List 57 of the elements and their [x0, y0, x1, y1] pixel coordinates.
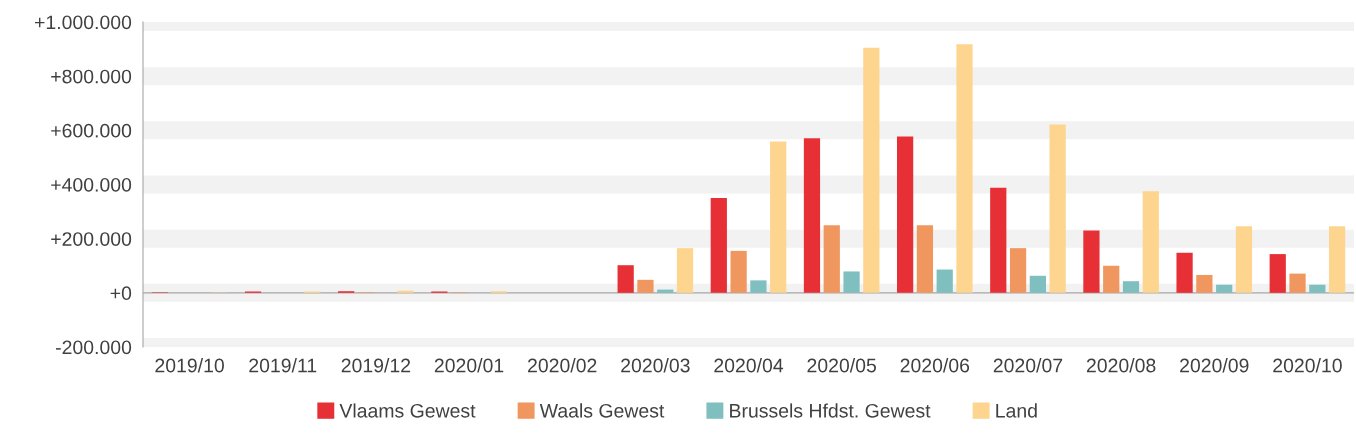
- bar: [916, 225, 934, 293]
- legend-label: Waals Gewest: [539, 403, 665, 418]
- bar: [823, 225, 840, 293]
- bar: [676, 248, 694, 293]
- bar: [1176, 252, 1193, 293]
- x-tick-label: 2019/10: [155, 358, 224, 373]
- bar: [657, 289, 674, 293]
- legend-label: Land: [996, 403, 1037, 418]
- x-tick-label: 2020/08: [1086, 358, 1156, 373]
- y-tick-label: +600.000: [51, 123, 132, 138]
- bar: [770, 141, 787, 293]
- legend-label: Brussels Hfdst. Gewest: [730, 403, 931, 418]
- bar: [750, 280, 767, 293]
- bar: [710, 198, 727, 293]
- bar: [1029, 275, 1046, 293]
- y-tick-label: +1.000.000: [34, 15, 132, 30]
- bar: [936, 269, 953, 293]
- bar: [1049, 124, 1066, 293]
- y-tick-label: +200.000: [51, 232, 132, 246]
- x-tick-label: 2020/02: [528, 358, 597, 373]
- x-tick-label: 2020/07: [993, 358, 1063, 373]
- bar: [863, 47, 880, 293]
- bar: [1269, 254, 1286, 293]
- bar: [1235, 226, 1253, 293]
- bar: [730, 250, 747, 293]
- bar: [990, 187, 1007, 293]
- bar: [1103, 265, 1120, 293]
- y-tick-label: -200.000: [56, 340, 132, 355]
- bar: [956, 44, 973, 293]
- x-tick-label: 2020/03: [621, 358, 690, 373]
- x-tick-label: 2020/06: [900, 358, 970, 373]
- bar: [1122, 281, 1140, 293]
- bar: [1196, 274, 1213, 293]
- x-tick-label: 2020/01: [434, 358, 504, 373]
- bar: [1289, 273, 1306, 293]
- bar: [897, 136, 914, 293]
- x-tick-label: 2020/10: [1273, 358, 1342, 373]
- x-tick-label: 2020/09: [1180, 358, 1249, 373]
- bar: [1142, 191, 1159, 293]
- bar: [617, 265, 634, 293]
- bar: [1083, 230, 1100, 293]
- bar: [1309, 284, 1326, 293]
- y-tick-label: +800.000: [51, 69, 132, 84]
- y-tick-label: +400.000: [51, 177, 132, 192]
- bar: [1216, 284, 1233, 293]
- bar: [843, 271, 860, 293]
- legend-label: Vlaams Gewest: [339, 403, 476, 418]
- bar: [397, 290, 414, 293]
- bar: [803, 138, 821, 293]
- x-tick-label: 2020/05: [807, 358, 876, 373]
- x-tick-label: 2019/12: [341, 358, 411, 373]
- y-tick-label: +0: [110, 286, 132, 301]
- bar: [637, 279, 654, 293]
- x-tick-label: 2019/11: [249, 358, 317, 373]
- bar: [1009, 248, 1027, 293]
- x-tick-label: 2020/04: [714, 358, 784, 373]
- bar: [1329, 226, 1346, 293]
